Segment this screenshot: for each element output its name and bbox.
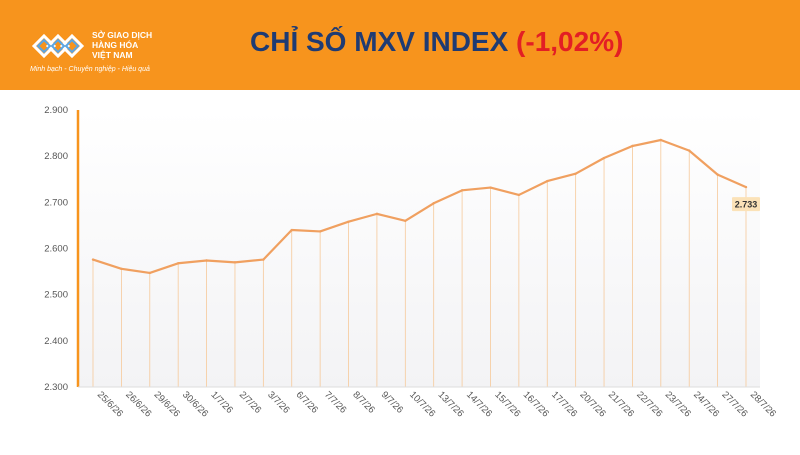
plot-background [78, 110, 760, 387]
y-tick-label: 2.900 [44, 105, 68, 116]
x-tick-label: 25/6/26 [95, 389, 125, 419]
x-tick-label: 7/7/26 [322, 389, 348, 415]
logo-tagline: Minh bạch - Chuyên nghiệp - Hiệu quả [30, 66, 150, 73]
data-point [290, 228, 293, 232]
data-point [233, 261, 237, 264]
x-tick-label: 2/7/26 [237, 389, 263, 415]
x-tick-label: 22/7/26 [634, 389, 664, 419]
logo-line-3: VIỆT NAM [92, 50, 133, 60]
mxv-logo: SỞ GIAO DỊCH HÀNG HÓA VIỆT NAM Minh bạch… [30, 28, 160, 76]
x-tick-label: 28/7/26 [748, 389, 778, 419]
data-point [489, 186, 492, 189]
data-point [574, 172, 577, 175]
data-point [318, 230, 322, 233]
data-point [347, 220, 350, 223]
last-value-label: 2.733 [735, 200, 758, 210]
x-tick-label: 29/6/26 [152, 389, 182, 419]
y-tick-label: 2.800 [44, 151, 68, 162]
x-tick-label: 26/6/26 [123, 389, 153, 419]
data-point [688, 149, 691, 152]
y-tick-label: 2.400 [44, 336, 68, 347]
x-tick-label: 3/7/26 [265, 389, 291, 415]
x-tick-label: 27/7/26 [719, 389, 749, 419]
title-change: (-1,02%) [516, 26, 624, 57]
logo-text: SỞ GIAO DỊCH HÀNG HÓA VIỆT NAM [92, 30, 152, 60]
x-tick-label: 8/7/26 [350, 389, 376, 415]
data-point [432, 202, 435, 205]
x-tick-label: 23/7/26 [663, 389, 693, 419]
logo-line-1: SỞ GIAO DỊCH [92, 30, 153, 40]
data-point [659, 138, 663, 142]
data-point [148, 271, 151, 275]
y-tick-label: 2.300 [44, 382, 68, 393]
x-tick-label: 9/7/26 [379, 389, 405, 415]
mxv-logo-icon [31, 33, 85, 59]
y-tick-label: 2.500 [44, 290, 68, 301]
data-point [602, 156, 606, 160]
data-point [460, 189, 464, 192]
data-point [262, 258, 265, 261]
x-tick-label: 1/7/26 [208, 389, 234, 415]
data-point [517, 193, 521, 197]
chart-area: 2.300 2.400 2.500 2.600 2.700 2.800 2.900 25/6/… [0, 90, 800, 450]
y-tick-label: 2.600 [44, 244, 68, 255]
data-point [375, 212, 379, 216]
series-line [92, 138, 747, 275]
data-point [205, 259, 208, 262]
x-tick-label: 20/7/26 [578, 389, 608, 419]
x-tick-label: 6/7/26 [294, 389, 320, 415]
data-point [631, 144, 634, 148]
x-tick-label: 10/7/26 [407, 389, 437, 419]
data-point [91, 258, 95, 261]
x-tick-label: 30/6/26 [180, 389, 210, 419]
title-main: CHỈ SỐ MXV INDEX [250, 26, 509, 57]
page-title: CHỈ SỐ MXV INDEX (-1,02%) [250, 26, 623, 58]
x-tick-label: 13/7/26 [436, 389, 466, 419]
x-tick-label: 15/7/26 [492, 389, 522, 419]
logo-line-2: HÀNG HÓA [92, 40, 139, 50]
last-value-label-bg [732, 197, 760, 212]
x-tick-label: 14/7/26 [464, 389, 494, 419]
data-point [716, 173, 719, 176]
data-point [176, 262, 180, 265]
y-tick-label: 2.700 [44, 197, 68, 208]
data-point [404, 219, 407, 222]
x-tick-label: 21/7/26 [606, 389, 636, 419]
data-point [546, 179, 549, 183]
header-banner: SỞ GIAO DỊCH HÀNG HÓA VIỆT NAM Minh bạch… [0, 0, 800, 90]
mxv-index-line-chart: 2.300 2.400 2.500 2.600 2.700 2.800 2.900 25/6/… [44, 105, 778, 420]
data-point [120, 267, 123, 271]
data-point [744, 185, 748, 189]
x-tick-label: 24/7/26 [691, 389, 721, 419]
x-tick-label: 16/7/26 [521, 389, 551, 419]
x-tick-label: 17/7/26 [549, 389, 579, 419]
